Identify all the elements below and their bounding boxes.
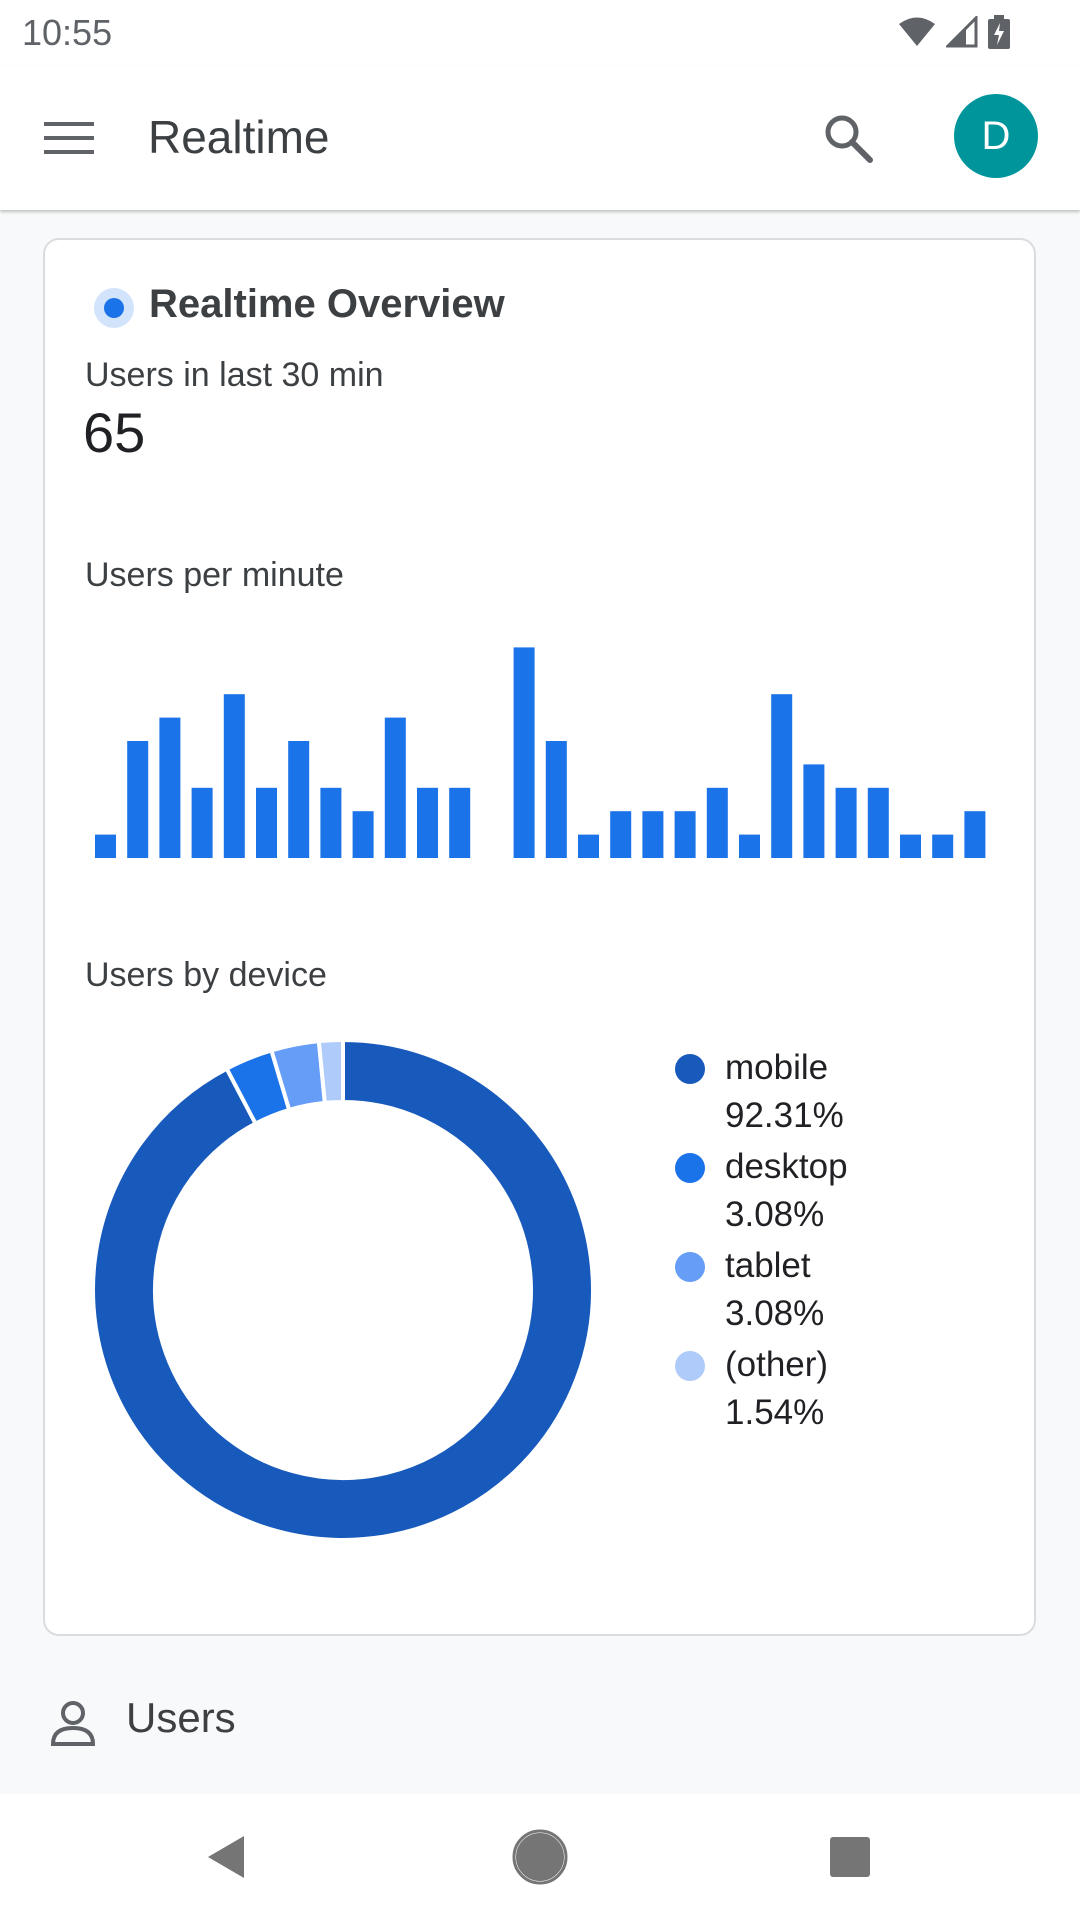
donut-slice-mobile (93, 1040, 593, 1540)
bar (127, 741, 149, 858)
bar (256, 787, 277, 858)
page-title: Realtime (148, 111, 330, 163)
bar (384, 717, 406, 858)
live-indicator-icon (94, 288, 134, 328)
bar (191, 787, 213, 858)
legend-name: desktop (725, 1147, 848, 1186)
users-per-minute-chart (95, 647, 986, 858)
search-icon[interactable] (820, 110, 876, 166)
users-section-title: Users (126, 1694, 236, 1741)
bar (771, 694, 793, 858)
bar (159, 717, 181, 858)
bar (674, 811, 696, 858)
users-by-device-chart (93, 1040, 593, 1540)
bar (964, 811, 986, 858)
users-section[interactable]: Users (0, 1680, 1080, 1780)
bar (706, 787, 728, 858)
status-bar: 10:55 (0, 0, 1080, 66)
bar (352, 811, 374, 858)
wifi-icon (899, 17, 935, 46)
person-icon (50, 1701, 96, 1746)
bar (288, 741, 310, 858)
legend-percent: 3.08% (725, 1294, 825, 1333)
bar (545, 741, 567, 858)
bar (867, 787, 889, 858)
card-title: Realtime Overview (149, 282, 505, 326)
legend-name: tablet (725, 1246, 811, 1285)
users-per-minute-label: Users per minute (85, 556, 344, 594)
bar (739, 834, 760, 858)
back-icon[interactable] (190, 1822, 260, 1892)
legend-dot-icon (675, 1153, 705, 1183)
status-icons (898, 14, 1010, 50)
realtime-overview-card[interactable]: Realtime Overview Users in last 30 min 6… (43, 238, 1036, 1636)
signal-icon (946, 16, 978, 48)
bar (320, 787, 342, 858)
bar (642, 811, 664, 858)
bar (610, 811, 632, 858)
recents-icon[interactable] (815, 1822, 885, 1892)
avatar[interactable]: D (954, 94, 1038, 178)
metric-label: Users in last 30 min (85, 356, 384, 394)
legend-percent: 1.54% (725, 1393, 825, 1432)
legend-dot-icon (675, 1054, 705, 1084)
home-icon[interactable] (505, 1822, 575, 1892)
bar (513, 647, 535, 858)
battery-icon (988, 15, 1010, 49)
legend-percent: 92.31% (725, 1096, 844, 1135)
bar (223, 694, 245, 858)
donut-slice-other (316, 1040, 345, 1106)
metric-value: 65 (83, 401, 146, 464)
bar (932, 834, 954, 858)
navigation-bar (0, 1794, 1080, 1920)
bar (417, 787, 438, 858)
bar (95, 834, 116, 858)
bar (578, 834, 599, 858)
legend-name: (other) (725, 1345, 829, 1384)
users-by-device-label: Users by device (85, 956, 327, 994)
bar (803, 764, 825, 858)
bar (449, 787, 471, 858)
legend-dot-icon (675, 1252, 705, 1282)
bar (900, 834, 921, 858)
legend-name: mobile (725, 1048, 829, 1087)
menu-icon[interactable] (44, 118, 94, 158)
bar (835, 787, 857, 858)
legend-dot-icon (675, 1351, 705, 1381)
status-time: 10:55 (22, 12, 113, 53)
app-bar: Realtime D (0, 66, 1080, 210)
legend-percent: 3.08% (725, 1195, 825, 1234)
